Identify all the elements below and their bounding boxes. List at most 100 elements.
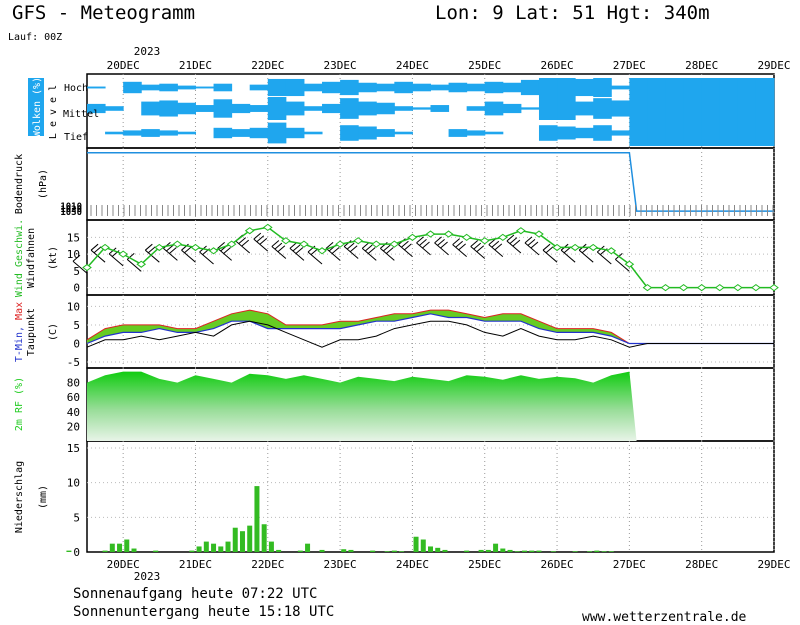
cloud-cell-hoch <box>159 83 178 92</box>
wind-speed-marker <box>714 284 725 292</box>
wind-barb <box>434 236 449 256</box>
date-label-top: 26DEC <box>540 59 573 72</box>
wind-barb-staff <box>524 242 540 256</box>
cloud-cell-mittel <box>719 97 739 120</box>
source-link[interactable]: www.wetterzentrale.de <box>582 610 747 625</box>
date-label-bottom: 29DEC <box>757 558 790 571</box>
precip-bar <box>341 549 347 552</box>
precip-bar <box>500 548 506 552</box>
precip-bar <box>529 550 535 552</box>
date-label-bottom: 24DEC <box>396 558 429 571</box>
pressure-tick-label: 1020 <box>60 205 82 215</box>
wind-barb <box>542 243 558 263</box>
cloud-cell-mittel <box>502 103 522 114</box>
cloud-cell-tief <box>123 130 142 136</box>
cloud-cell-mittel <box>701 97 721 120</box>
cloud-cell-tief <box>484 131 504 135</box>
wind-barb-feather <box>343 240 352 247</box>
cloud-cell-tief <box>629 120 648 146</box>
wind-speed-marker <box>516 227 526 235</box>
sunrise-text: Sonnenaufgang heute 07:22 UTC <box>73 586 318 602</box>
precip-bar <box>232 527 238 552</box>
bottom-year-label: 2023 <box>134 570 161 583</box>
wind-barb-feather <box>506 234 515 242</box>
wind-speed-marker <box>281 237 291 245</box>
wind-barb-feather <box>545 246 554 254</box>
precip-bar <box>485 549 491 552</box>
wind-speed-marker <box>190 243 201 252</box>
date-label-top: 28DEC <box>685 59 718 72</box>
wind-barb-staff <box>235 240 251 254</box>
date-label-bottom: 22DEC <box>251 558 284 571</box>
wind-barb <box>416 236 431 256</box>
cloud-cell-mittel <box>376 102 395 115</box>
cloud-cell-hoch <box>394 81 413 94</box>
cloud-cell-mittel <box>466 106 486 111</box>
cloud-cell-tief <box>755 120 775 146</box>
wind-barb-feather <box>440 241 448 249</box>
wind-barb-feather <box>452 238 460 246</box>
pressure-tick-label: 1030 <box>60 208 82 218</box>
precip-bar <box>399 551 405 552</box>
wind-unit: (kt) <box>48 246 59 270</box>
wind-barb <box>163 241 178 261</box>
cloud-cell-tief <box>575 127 594 139</box>
wind-barb-feather <box>364 244 373 252</box>
wind-speed-marker <box>353 237 364 245</box>
pressure-tick-label: 1010 <box>60 202 82 212</box>
wind-barb-feather <box>217 241 225 249</box>
cloud-cell-mittel <box>737 97 757 120</box>
wind-barb-feather <box>274 242 283 250</box>
wind-barb <box>108 247 124 267</box>
cloud-cell-mittel <box>340 98 359 119</box>
wind-speed-marker <box>733 284 743 292</box>
wind-speed-marker <box>624 260 635 268</box>
wind-speed-marker <box>443 230 454 238</box>
wind-barb <box>506 234 522 254</box>
date-label-top: 20DEC <box>107 59 140 72</box>
level-label-hoch: Hoch <box>64 83 88 94</box>
precip-bar <box>550 551 556 552</box>
cloud-cell-tief <box>593 125 612 141</box>
temp-ytick: 5 <box>73 319 80 332</box>
wind-speed-marker <box>588 243 599 252</box>
cloud-cell-tief <box>665 120 685 146</box>
precip-bar <box>153 550 159 552</box>
cloud-cell-mittel <box>665 97 685 120</box>
precip-bar <box>601 551 607 552</box>
cloud-cell-hoch <box>611 85 630 90</box>
wind-barb-staff <box>108 253 124 267</box>
wind-speed-marker <box>154 243 165 252</box>
chart-title: GFS - Meteogramm <box>12 2 196 24</box>
wind-speed-marker <box>696 284 707 292</box>
wind-barb-staff <box>416 242 431 256</box>
cloud-cell-tief <box>701 120 721 146</box>
precip-bar <box>261 524 267 552</box>
wind-barb-feather <box>144 243 153 251</box>
wind-barb-feather <box>458 243 466 251</box>
cloud-cell-hoch <box>267 78 287 97</box>
chart-content <box>66 78 779 552</box>
precip-bar <box>247 525 253 552</box>
cloud-cell-mittel <box>249 105 269 112</box>
wind-barb-feather <box>325 241 334 249</box>
cloud-cell-hoch <box>195 86 215 89</box>
cloud-cell-hoch <box>322 81 341 94</box>
wind-barb-feather <box>277 245 286 253</box>
wind-speed-marker <box>82 263 92 272</box>
precip-bar <box>102 550 108 552</box>
cloud-cell-mittel <box>303 106 323 111</box>
wind-barb-feather <box>166 244 174 252</box>
temp-unit: (C) <box>48 323 59 341</box>
wind-speed-marker <box>534 230 544 238</box>
cloud-cell-hoch <box>737 78 757 97</box>
wind-barb-staff <box>361 247 377 261</box>
wind-barb-staff <box>488 244 504 258</box>
wind-barb <box>343 240 359 259</box>
cloud-cell-tief <box>376 129 395 137</box>
cloud-cell-mittel <box>358 101 377 116</box>
precip-bar <box>239 531 245 552</box>
rh-ytick: 20 <box>67 420 80 433</box>
wind-barb-staff <box>307 251 323 265</box>
cloud-cell-tief <box>358 126 377 140</box>
